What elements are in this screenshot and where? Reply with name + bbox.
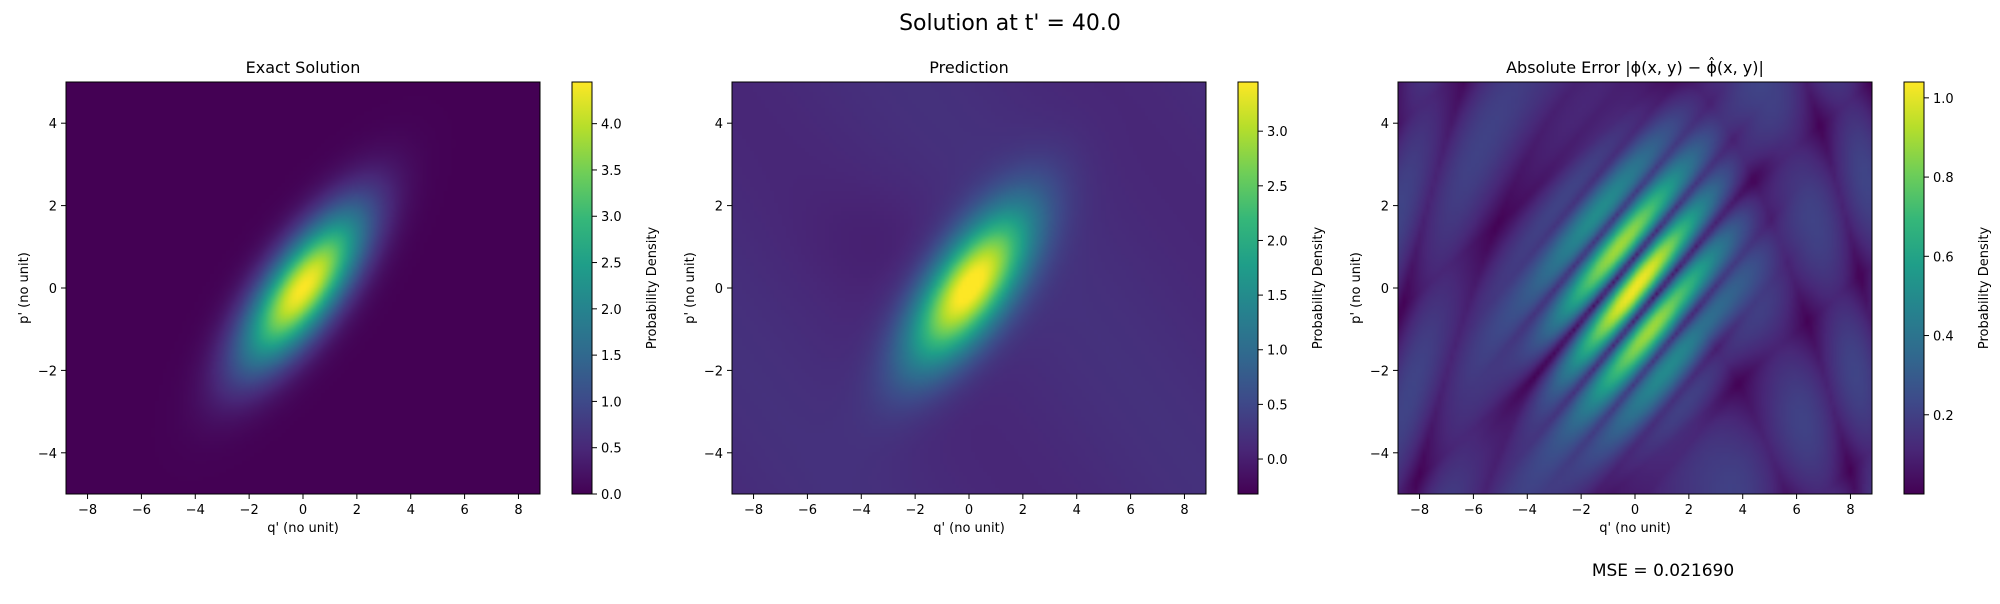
y-tick-label: 4 [1381, 117, 1389, 132]
x-tick-label: −8 [78, 503, 97, 518]
colorbar-tick-label: 3.5 [601, 164, 622, 179]
colorbar-tick-label: 1.0 [1933, 92, 1954, 107]
x-tick-label: −8 [1410, 503, 1429, 518]
y-tick-label: 0 [49, 282, 57, 297]
y-tick-label: −4 [38, 447, 57, 462]
panel-1: Exact Solution −8 −6 −4 −2 0 2 4 6 8 −4 −2 0 2 4 q' (no… [17, 58, 660, 536]
heatmap-image [1398, 82, 1872, 494]
x-tick-label: 4 [1073, 503, 1081, 518]
x-tick-label: −2 [906, 503, 925, 518]
colorbar-tick-label: 1.0 [601, 395, 622, 410]
y-tick-label: −2 [704, 364, 723, 379]
y-tick-label: 4 [49, 117, 57, 132]
colorbar-tick-label: 2.0 [1267, 234, 1288, 249]
colorbar-tick-label: 3.0 [1267, 125, 1288, 140]
colorbar [1903, 81, 1925, 495]
colorbar-tick-label: 0.5 [601, 442, 622, 457]
x-axis-label: q' (no unit) [267, 521, 339, 536]
x-tick-label: −2 [240, 503, 259, 518]
x-tick-label: 0 [299, 503, 307, 518]
x-tick-label: −2 [1572, 503, 1591, 518]
x-tick-label: −6 [132, 503, 151, 518]
x-tick-label: −4 [1518, 503, 1537, 518]
x-tick-label: 6 [460, 503, 468, 518]
y-axis-label: p' (no unit) [17, 252, 32, 324]
x-tick-label: 6 [1792, 503, 1800, 518]
colorbar-tick-label: 0.6 [1933, 250, 1954, 265]
heatmap-image [66, 82, 540, 494]
x-tick-label: 2 [1019, 503, 1027, 518]
y-tick-label: 0 [1381, 282, 1389, 297]
colorbar-label: Probability Density [1977, 227, 1992, 350]
x-tick-label: −4 [186, 503, 205, 518]
figure-suptitle: Solution at t' = 40.0 [899, 11, 1121, 36]
colorbar-tick-label: 3.0 [601, 210, 622, 225]
y-tick-label: 2 [49, 200, 57, 215]
y-axis-label: p' (no unit) [1349, 252, 1364, 324]
x-tick-label: 8 [1846, 503, 1854, 518]
x-tick-label: −4 [852, 503, 871, 518]
colorbar [571, 81, 593, 495]
x-tick-label: 8 [514, 503, 522, 518]
x-tick-label: 8 [1180, 503, 1188, 518]
x-tick-label: 2 [353, 503, 361, 518]
colorbar-tick-label: 1.5 [1267, 289, 1288, 304]
panel-title: Prediction [929, 58, 1008, 77]
panel-title: Absolute Error |ϕ(x, y) − ϕ̂(x, y)| [1506, 57, 1764, 77]
mse-label: MSE = 0.021690 [1592, 561, 1734, 581]
panel-3: Absolute Error |ϕ(x, y) − ϕ̂(x, y)| −8 −6 −… [1349, 57, 1992, 536]
y-tick-label: 2 [1381, 200, 1389, 215]
y-tick-label: 2 [715, 200, 723, 215]
x-tick-label: 0 [1631, 503, 1639, 518]
colorbar-tick-label: 2.0 [601, 303, 622, 318]
x-tick-label: −6 [798, 503, 817, 518]
x-tick-label: 0 [965, 503, 973, 518]
x-tick-label: −6 [1464, 503, 1483, 518]
colorbar-tick-label: 2.5 [1267, 180, 1288, 195]
colorbar [1237, 81, 1259, 495]
x-tick-label: 4 [1739, 503, 1747, 518]
colorbar-tick-label: 1.0 [1267, 344, 1288, 359]
x-tick-label: 6 [1126, 503, 1134, 518]
y-tick-label: −4 [704, 447, 723, 462]
x-axis-label: q' (no unit) [933, 521, 1005, 536]
colorbar-tick-label: 0.2 [1933, 409, 1954, 424]
colorbar-tick-label: 0.8 [1933, 171, 1954, 186]
colorbar-tick-label: 2.5 [601, 257, 622, 272]
y-tick-label: 4 [715, 117, 723, 132]
y-tick-label: 0 [715, 282, 723, 297]
panel-title: Exact Solution [246, 58, 361, 77]
colorbar-label: Probability Density [1311, 227, 1326, 350]
colorbar-tick-label: 0.0 [601, 488, 622, 503]
x-axis-label: q' (no unit) [1599, 521, 1671, 536]
y-tick-label: −2 [38, 364, 57, 379]
panel-2: Prediction −8 −6 −4 −2 0 2 4 6 8 −4 −2 0 2 4 q' (no uni… [683, 58, 1326, 536]
colorbar-tick-label: 0.0 [1267, 453, 1288, 468]
colorbar-tick-label: 0.5 [1267, 398, 1288, 413]
colorbar-tick-label: 1.5 [601, 349, 622, 364]
x-tick-label: 2 [1685, 503, 1693, 518]
heatmap-image [732, 82, 1206, 494]
panels: Exact Solution −8 −6 −4 −2 0 2 4 6 8 −4 −2 0 2 4 q' (no… [17, 57, 1992, 536]
x-tick-label: −8 [744, 503, 763, 518]
x-tick-label: 4 [407, 503, 415, 518]
colorbar-label: Probability Density [645, 227, 660, 350]
y-tick-label: −4 [1370, 447, 1389, 462]
colorbar-tick-label: 0.4 [1933, 330, 1954, 345]
y-axis-label: p' (no unit) [683, 252, 698, 324]
y-tick-label: −2 [1370, 364, 1389, 379]
colorbar-tick-label: 4.0 [601, 118, 622, 133]
